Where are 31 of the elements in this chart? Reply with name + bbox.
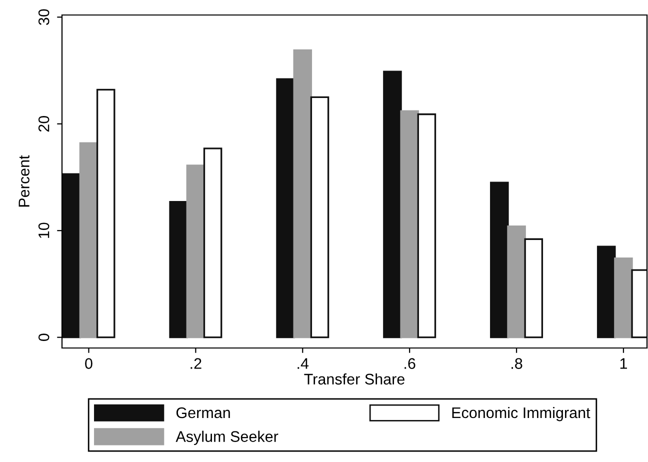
x-tick-label: 0	[85, 358, 92, 369]
legend-label: Asylum Seeker	[176, 430, 278, 445]
y-tick-label: 30	[38, 9, 50, 26]
bar	[400, 110, 419, 338]
bar	[203, 148, 222, 338]
y-tick-label: 20	[38, 116, 50, 132]
legend-label: Economic Immigrant	[452, 406, 590, 422]
bar	[62, 173, 82, 338]
x-axis-title: Transfer Share	[304, 373, 404, 385]
bar	[276, 78, 295, 338]
bar	[490, 182, 509, 338]
x-tick-label: .8	[512, 358, 522, 369]
x-tick-label: .6	[404, 358, 416, 369]
bar	[169, 200, 188, 338]
bar	[96, 88, 116, 338]
bar	[293, 49, 312, 338]
x-tick-label: 1	[620, 358, 627, 369]
y-tick-label: 10	[38, 222, 50, 238]
x-tick-label: .4	[298, 358, 309, 369]
y-tick-label: 0	[38, 334, 50, 341]
legend-label: German	[176, 407, 230, 418]
bar	[596, 246, 616, 338]
bar	[507, 225, 526, 338]
bar	[383, 70, 402, 338]
bar	[417, 113, 436, 338]
bar	[186, 164, 206, 338]
bar	[79, 142, 98, 338]
bar	[310, 96, 330, 338]
y-axis-title: Percent	[18, 155, 30, 207]
x-tick-label: .2	[190, 358, 202, 369]
bar	[524, 238, 544, 338]
